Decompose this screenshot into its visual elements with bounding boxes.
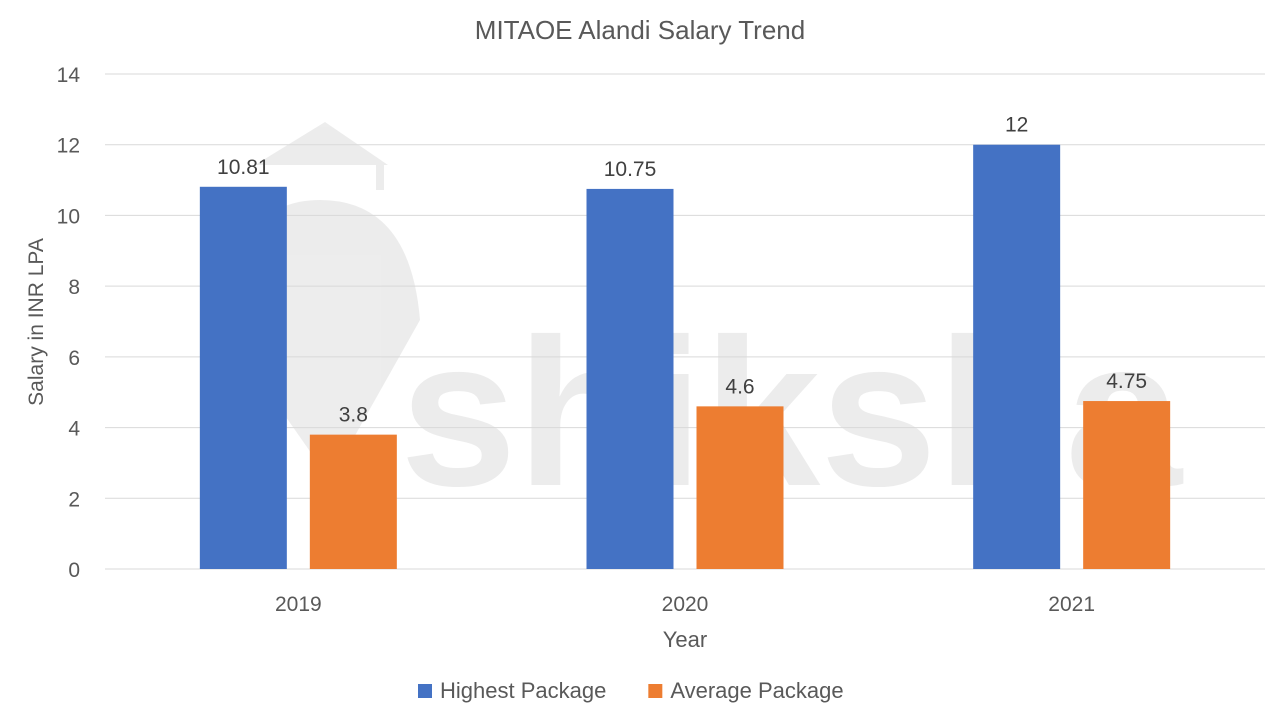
y-tick-label: 4 xyxy=(68,418,80,441)
y-tick-label: 6 xyxy=(68,347,80,370)
legend-label: Average Package xyxy=(670,678,843,703)
y-axis-label: Salary in INR LPA xyxy=(25,238,48,406)
bar-average-package xyxy=(696,406,784,569)
bar-average-package xyxy=(309,434,397,569)
legend-swatch xyxy=(648,684,663,698)
bar-highest-package xyxy=(199,186,287,569)
y-tick-label: 0 xyxy=(68,559,80,582)
legend: Highest Package Average Package xyxy=(418,678,844,703)
data-label: 4.75 xyxy=(1106,370,1147,393)
data-label: 10.81 xyxy=(217,156,270,179)
y-tick-label: 8 xyxy=(68,276,80,299)
y-tick-label: 2 xyxy=(68,488,80,511)
y-tick-label: 14 xyxy=(57,64,81,87)
bar-highest-package xyxy=(973,144,1061,569)
data-label: 3.8 xyxy=(339,404,368,427)
y-tick-label: 12 xyxy=(57,135,80,158)
data-label: 10.75 xyxy=(604,158,657,181)
x-axis-label: Year xyxy=(663,627,707,652)
legend-label: Highest Package xyxy=(440,678,606,703)
bar-highest-package xyxy=(586,188,674,570)
x-tick-label: 2020 xyxy=(662,593,709,616)
legend-swatch xyxy=(418,684,432,698)
x-tick-label: 2019 xyxy=(275,593,322,616)
data-label: 4.6 xyxy=(725,375,754,398)
chart-title: MITAOE Alandi Salary Trend xyxy=(475,15,805,45)
bar-average-package xyxy=(1083,401,1171,569)
y-tick-label: 10 xyxy=(57,205,80,228)
x-tick-label: 2021 xyxy=(1048,593,1095,616)
data-label: 12 xyxy=(1005,114,1028,137)
watermark-text: shiksha xyxy=(400,295,1184,530)
